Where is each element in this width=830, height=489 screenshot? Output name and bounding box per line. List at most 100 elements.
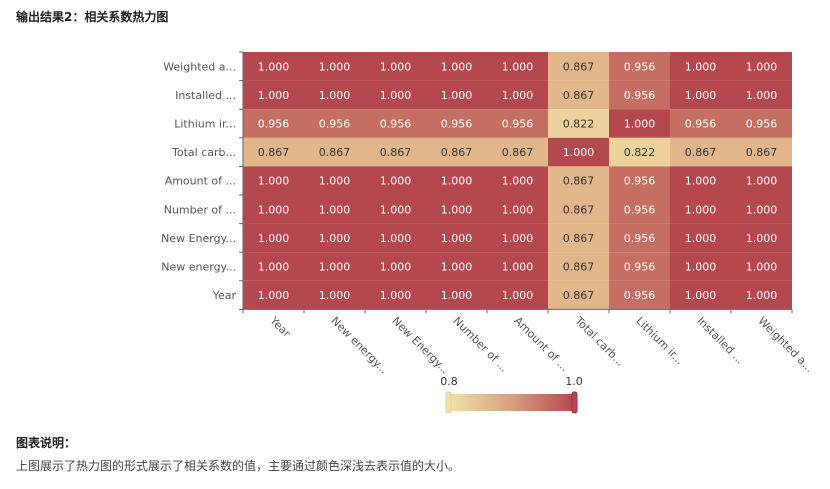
legend-min-label: 0.8 (440, 375, 458, 388)
cell-value-label: 1.000 (319, 175, 351, 188)
heatmap-cell (426, 80, 487, 110)
cell-value-label: 1.000 (258, 60, 290, 73)
y-axis-tick-label: New Energy... (161, 232, 236, 245)
heatmap-cell (304, 280, 365, 310)
heatmap-cell (365, 52, 426, 81)
cell-value-label: 0.867 (319, 146, 351, 159)
heatmap-cell (426, 252, 487, 281)
cell-value-label: 0.867 (563, 203, 595, 216)
y-axis-tick-label: New energy... (161, 261, 236, 274)
cell-value-label: 1.000 (380, 175, 412, 188)
cell-value-label: 0.956 (624, 261, 656, 274)
heatmap-cell (426, 137, 487, 167)
cell-value-label: 1.000 (685, 203, 717, 216)
cell-value-label: 0.956 (624, 175, 656, 188)
cell-value-label: 1.000 (685, 232, 717, 245)
cell-value-label: 1.000 (258, 289, 290, 302)
heatmap-cell (365, 195, 426, 224)
cell-value-label: 1.000 (502, 89, 534, 102)
cell-value-label: 1.000 (441, 203, 473, 216)
x-axis-tick-label: Year (267, 314, 294, 341)
heatmap-cell (609, 252, 670, 281)
y-axis-tick-label: Installed ... (175, 89, 236, 102)
cell-value-label: 1.000 (258, 203, 290, 216)
heatmap-cell (426, 280, 487, 310)
x-axis-tick-label: Weighted a... (755, 314, 816, 375)
heatmap-cell (609, 52, 670, 81)
y-axis-tick-label: Year (212, 289, 237, 302)
cell-value-label: 1.000 (441, 289, 473, 302)
cell-value-label: 1.000 (746, 289, 778, 302)
heatmap-cell (548, 109, 609, 138)
heatmap-cell (304, 80, 365, 110)
heatmap-cell (487, 80, 548, 110)
heatmap-cell (548, 223, 609, 253)
x-axis-tick-label: Lithium ir... (633, 314, 686, 367)
y-axis-tick-label: Total carb... (171, 146, 236, 159)
cell-value-label: 1.000 (258, 175, 290, 188)
cell-value-label: 1.000 (380, 232, 412, 245)
cell-value-label: 1.000 (624, 118, 656, 131)
heatmap-cell (426, 223, 487, 253)
cell-value-label: 0.822 (624, 146, 656, 159)
x-axis-tick-label: Installed ... (694, 314, 746, 366)
heatmap-cell (365, 223, 426, 253)
cell-value-label: 0.867 (746, 146, 778, 159)
heatmap-cell (548, 80, 609, 110)
cell-value-label: 1.000 (380, 60, 412, 73)
heatmap-cell (487, 166, 548, 195)
heatmap-cell (487, 280, 548, 310)
cell-value-label: 0.956 (624, 203, 656, 216)
cell-value-label: 0.956 (624, 289, 656, 302)
heatmap-cell (670, 166, 731, 195)
cell-value-label: 1.000 (685, 60, 717, 73)
cell-value-label: 0.867 (685, 146, 717, 159)
cell-value-label: 0.956 (502, 118, 534, 131)
cell-value-label: 0.867 (502, 146, 534, 159)
heatmap-cell (670, 252, 731, 281)
cell-value-label: 1.000 (746, 89, 778, 102)
cell-value-label: 1.000 (746, 261, 778, 274)
heatmap-cell (304, 223, 365, 253)
heatmap-cell (731, 137, 792, 167)
heatmap-cell (670, 137, 731, 167)
heatmap-cell (304, 52, 365, 81)
cell-value-label: 1.000 (685, 289, 717, 302)
heatmap-cell (731, 223, 792, 253)
cell-value-label: 1.000 (380, 89, 412, 102)
y-axis-tick-label: Lithium ir... (174, 118, 236, 131)
heatmap-cell (426, 52, 487, 81)
heatmap-cell (243, 252, 304, 281)
heatmap-cell (670, 280, 731, 310)
heatmap-cell (731, 280, 792, 310)
x-axis-tick-label: Amount of ... (511, 314, 571, 374)
cell-value-label: 1.000 (441, 261, 473, 274)
heatmap-cell (609, 137, 670, 167)
y-axis-tick-label: Weighted a... (163, 60, 236, 73)
description-title: 图表说明： (16, 436, 77, 450)
heatmap-cell (731, 80, 792, 110)
cell-value-label: 1.000 (502, 60, 534, 73)
heatmap-cell (670, 195, 731, 224)
heatmap-cell (243, 52, 304, 81)
cell-value-label: 0.956 (624, 89, 656, 102)
heatmap-cell (670, 52, 731, 81)
description-text: 上图展示了热力图的形式展示了相关系数的值，主要通过颜色深浅去表示值的大小。 (16, 459, 461, 473)
y-axis-tick-label: Amount of ... (165, 175, 236, 188)
x-axis-tick-label: Total carb... (572, 314, 627, 369)
heatmap-cell (487, 195, 548, 224)
cell-value-label: 0.956 (746, 118, 778, 131)
cell-value-label: 0.867 (441, 146, 473, 159)
x-axis-tick-label: Number of ... (450, 314, 510, 374)
heatmap-cell (609, 166, 670, 195)
legend-min-handle (445, 391, 452, 414)
cell-value-label: 1.000 (441, 89, 473, 102)
heatmap-cell (487, 137, 548, 167)
cell-value-label: 1.000 (685, 89, 717, 102)
cell-value-label: 1.000 (746, 175, 778, 188)
cell-value-label: 1.000 (502, 232, 534, 245)
page-title: 输出结果2：相关系数热力图 (16, 10, 169, 24)
heatmap-cell (243, 195, 304, 224)
cell-value-label: 0.867 (258, 146, 290, 159)
cell-value-label: 1.000 (319, 289, 351, 302)
